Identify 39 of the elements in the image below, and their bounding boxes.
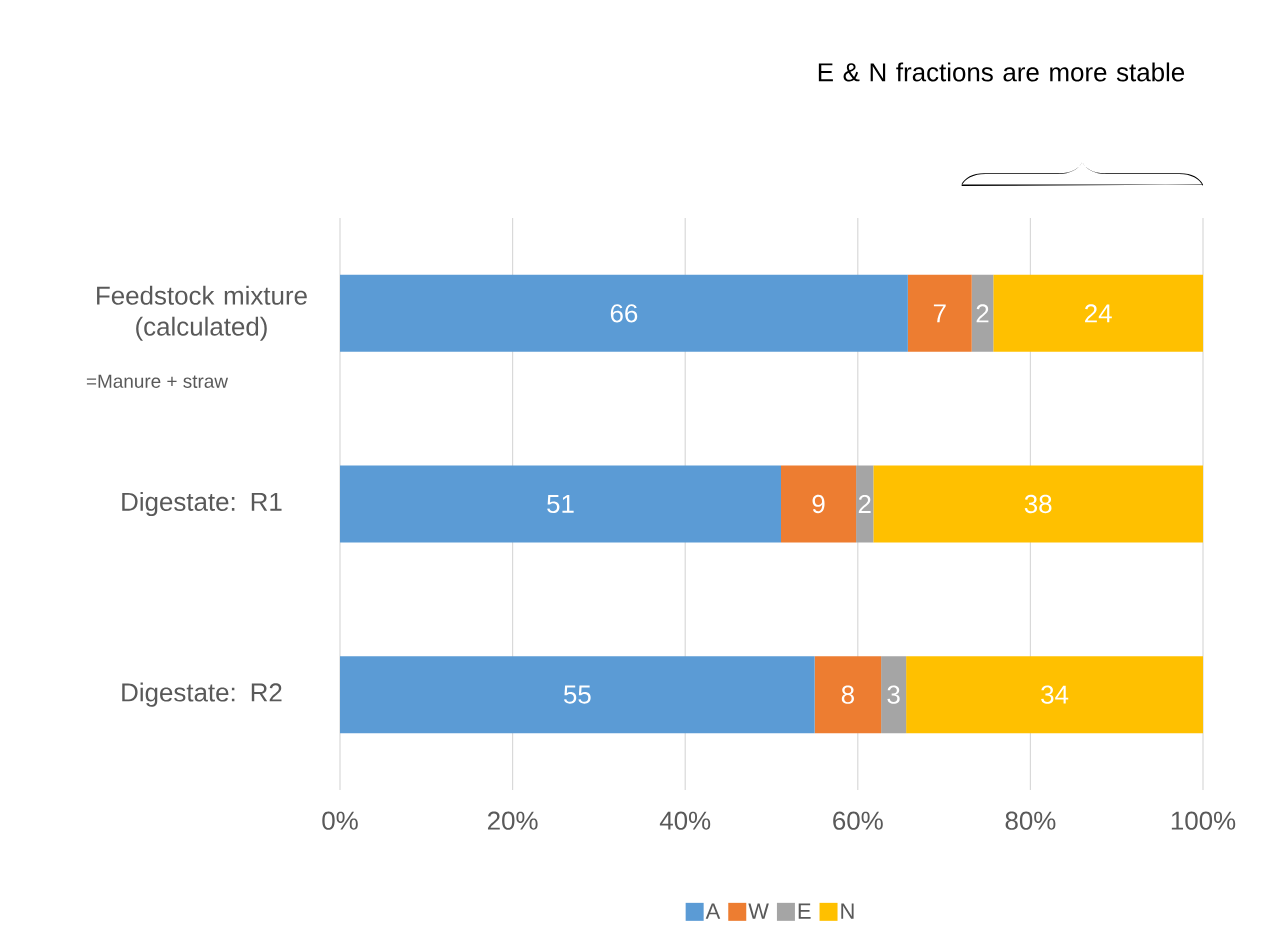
bar xyxy=(971,274,994,352)
legend-label: N xyxy=(841,903,854,919)
bar xyxy=(906,656,1204,734)
data-label: 3 xyxy=(887,685,900,704)
text: =Manure + straw xyxy=(86,374,229,388)
data-label: 9 xyxy=(812,494,825,514)
data-label: 34 xyxy=(1041,685,1069,704)
y-tick-label: Feedstock mixture (calculated) xyxy=(97,285,307,341)
x-tick-label: 100% xyxy=(1171,811,1236,830)
bar xyxy=(856,465,874,543)
x-tick-label: 60% xyxy=(833,811,883,830)
bar xyxy=(340,465,781,543)
data-label: 2 xyxy=(976,304,989,323)
y-tick-label: Digestate: R2 xyxy=(122,682,282,707)
x-tick-label: 40% xyxy=(659,811,711,830)
x-tick-label: 80% xyxy=(1005,811,1056,830)
legend-label: A xyxy=(705,903,721,919)
data-label: 2 xyxy=(858,494,871,514)
text: E & N fractions are more stable xyxy=(818,62,1185,82)
y-tick-label: Digestate: R1 xyxy=(122,491,282,517)
bar xyxy=(881,656,907,734)
data-label: 55 xyxy=(563,685,591,704)
legend-label: E xyxy=(798,903,811,919)
data-label: 38 xyxy=(1024,494,1052,514)
data-label: 8 xyxy=(841,685,854,704)
bar xyxy=(993,274,1204,352)
legend-label: W xyxy=(748,903,769,919)
bar xyxy=(340,274,908,352)
data-label: 66 xyxy=(610,304,638,323)
data-label: 24 xyxy=(1085,304,1112,323)
bar xyxy=(873,465,1204,543)
x-tick-label: 0% xyxy=(322,811,358,830)
bar xyxy=(340,656,815,734)
data-label: 51 xyxy=(547,494,574,514)
x-tick-label: 20% xyxy=(487,811,538,830)
bar xyxy=(907,274,972,352)
data-label: 7 xyxy=(933,304,946,323)
bar xyxy=(814,656,882,734)
bar xyxy=(781,465,857,543)
